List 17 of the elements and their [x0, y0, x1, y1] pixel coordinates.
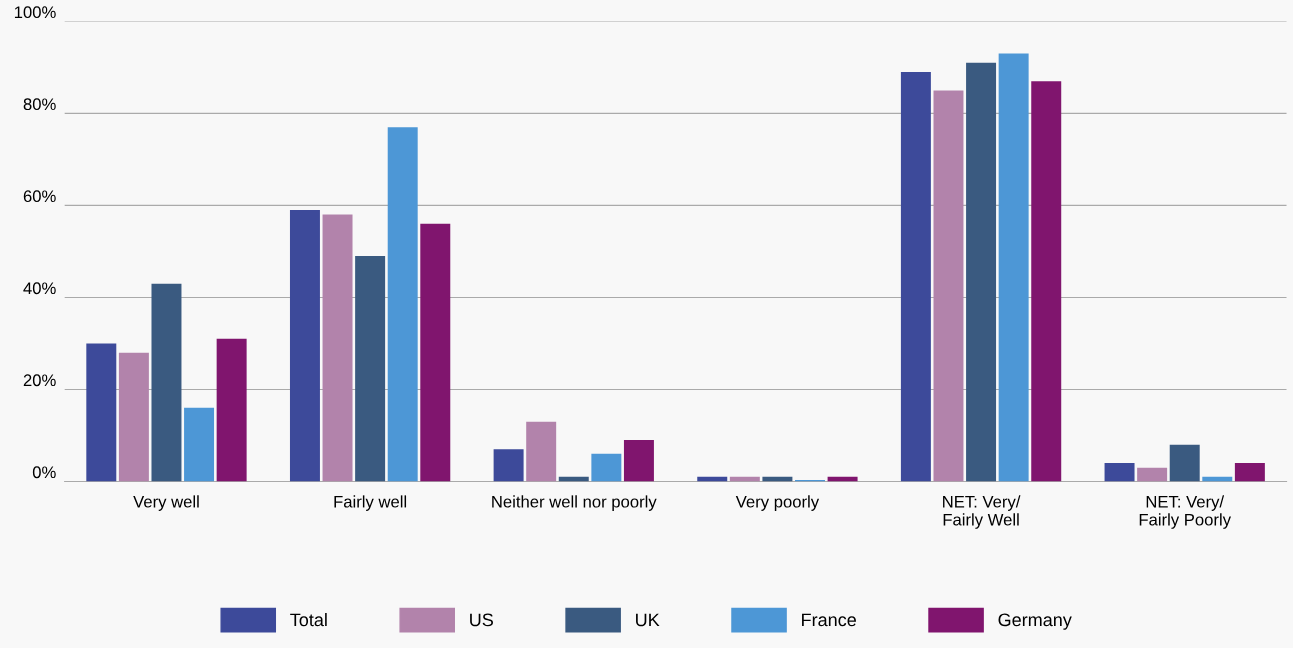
y-tick-label: 20%: [23, 374, 56, 387]
y-tick-label: 40%: [23, 282, 56, 295]
legend-label: France: [802, 613, 856, 627]
legend-label: Total: [290, 612, 327, 627]
legend-label: Germany: [998, 613, 1072, 630]
x-tick-label: Very well: [133, 495, 199, 511]
x-tick-label: Neither well nor poorly: [492, 495, 657, 511]
y-tick-label: 60%: [23, 190, 56, 203]
x-tick-label: NET: Very/ Fairly Poorly: [1139, 495, 1231, 529]
x-tick-label: Fairly well: [334, 495, 407, 511]
y-tick-label: 100%: [14, 6, 56, 19]
x-tick-label: NET: Very/ Fairly Well: [943, 495, 1021, 529]
y-tick-label: 80%: [23, 98, 56, 111]
legend-label: UK: [636, 613, 660, 627]
x-tick-label: Very poorly: [735, 495, 820, 511]
y-tick-label: 0%: [32, 466, 56, 479]
legend-label: US: [470, 613, 493, 627]
